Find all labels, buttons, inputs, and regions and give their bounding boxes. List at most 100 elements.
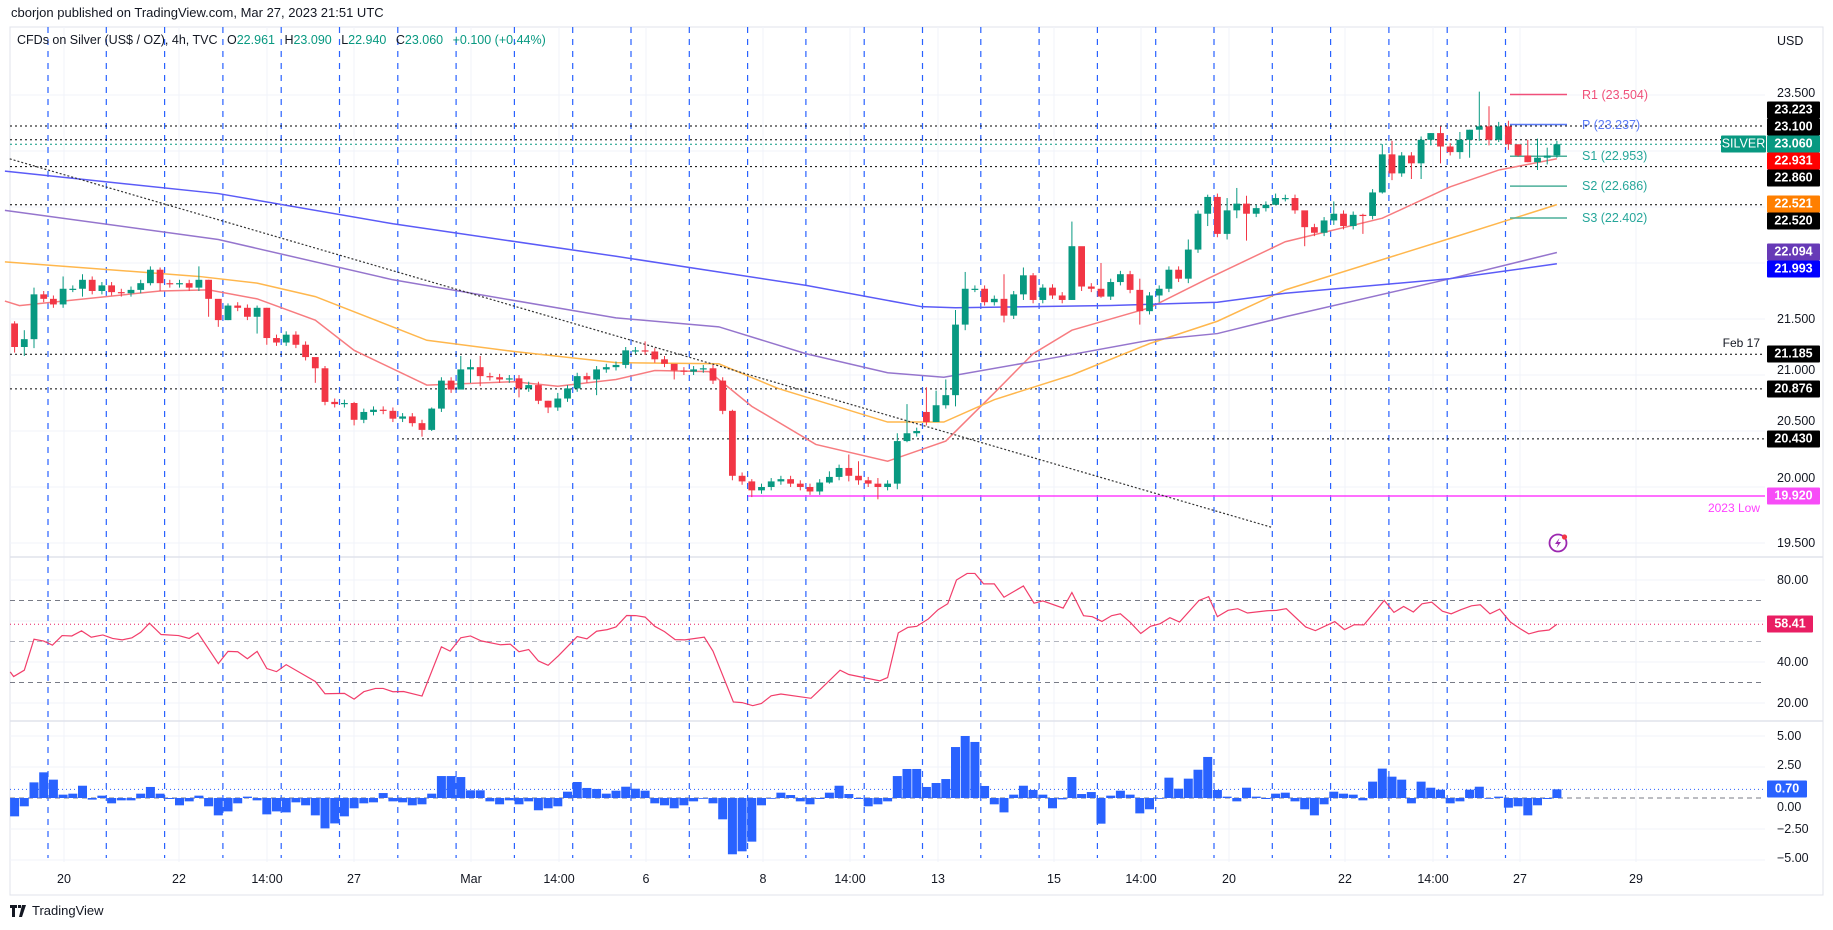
macd-bar xyxy=(1106,795,1116,798)
candle-body xyxy=(1039,287,1047,300)
macd-bar xyxy=(436,776,446,798)
candle-body xyxy=(1369,192,1376,216)
candle xyxy=(874,478,882,500)
candle-body xyxy=(1311,227,1318,233)
candle-body xyxy=(670,363,678,371)
macd-bar xyxy=(766,798,776,799)
candle xyxy=(1087,283,1095,293)
macd-tick: 2.50 xyxy=(1777,758,1802,772)
candle xyxy=(350,401,358,426)
chart-frame xyxy=(9,26,1824,896)
candle-body xyxy=(1524,155,1532,163)
candle xyxy=(1466,129,1473,158)
macd-bar xyxy=(145,786,155,798)
candle-body xyxy=(1136,289,1144,312)
tradingview-logo[interactable]: TradingView xyxy=(10,903,104,918)
macd-bar xyxy=(718,798,728,820)
macd-bar xyxy=(1329,791,1339,798)
candle-body xyxy=(244,307,251,317)
candle xyxy=(389,407,397,423)
candle xyxy=(214,298,222,327)
macd-bar xyxy=(407,798,417,806)
candle xyxy=(1262,201,1270,212)
macd-bar xyxy=(1319,798,1329,805)
macd-bar xyxy=(97,795,107,798)
candle-body xyxy=(884,483,891,487)
macd-bar xyxy=(1290,798,1300,802)
candle xyxy=(738,472,746,485)
time-axis-label: 15 xyxy=(1047,872,1061,886)
candle-body xyxy=(777,479,785,482)
macd-bar xyxy=(48,779,58,798)
candle-body xyxy=(622,350,630,365)
candle xyxy=(1243,195,1250,241)
moving-average-ma100 xyxy=(4,209,1558,378)
candle-body xyxy=(1243,203,1250,214)
candle-body xyxy=(661,359,668,364)
candle xyxy=(1485,106,1493,146)
candle-body xyxy=(1466,129,1473,140)
candle-body xyxy=(476,367,484,377)
candles xyxy=(11,91,1561,500)
candle xyxy=(1398,152,1406,177)
macd-bar xyxy=(475,790,485,798)
macd-bar xyxy=(921,786,931,798)
symbol-title: CFDs on Silver (US$ / OZ), 4h, TVC xyxy=(17,33,218,47)
time-axis-label: 20 xyxy=(57,872,71,886)
candle xyxy=(1039,284,1047,304)
time-axis-label: 29 xyxy=(1629,872,1643,886)
candle xyxy=(253,305,261,334)
candle xyxy=(1301,210,1309,247)
candle-body xyxy=(612,364,620,368)
candle xyxy=(108,282,115,296)
open-label: O xyxy=(227,33,237,47)
macd-bar xyxy=(698,798,708,799)
candle-body xyxy=(816,482,824,492)
price-tick: 20.500 xyxy=(1777,414,1816,428)
candle xyxy=(496,373,503,383)
candle xyxy=(583,372,591,383)
candle-body xyxy=(1020,275,1027,295)
macd-bar xyxy=(1222,796,1232,798)
macd-bar xyxy=(330,798,340,824)
candle-body xyxy=(1155,288,1163,296)
candle xyxy=(185,279,193,291)
macd-bar xyxy=(757,798,766,806)
macd-bar xyxy=(107,798,117,804)
candle-body xyxy=(195,279,203,288)
price-tick: 21.000 xyxy=(1777,363,1816,377)
macd-bar xyxy=(1300,798,1310,810)
macd-bar xyxy=(281,798,291,813)
candle xyxy=(1184,239,1192,284)
macd-bar xyxy=(1523,798,1533,816)
macd-bar xyxy=(301,798,311,806)
candle-body xyxy=(1010,294,1018,316)
macd-bar xyxy=(960,736,970,798)
trend-line xyxy=(9,158,1272,528)
candle-body xyxy=(40,294,48,299)
candle xyxy=(302,341,309,361)
candle-body xyxy=(137,283,145,290)
macd-bar xyxy=(398,798,408,803)
candle xyxy=(379,406,387,415)
macd-bar xyxy=(1067,777,1077,798)
level-badge: 22.860 xyxy=(1767,169,1820,187)
macd-bar xyxy=(1426,787,1436,798)
candle-body xyxy=(952,324,959,396)
candle xyxy=(59,276,67,308)
candle xyxy=(903,404,911,443)
macd-bar xyxy=(543,798,553,809)
candle-body xyxy=(1068,246,1076,300)
macd-bar xyxy=(747,798,757,842)
candle-body xyxy=(971,288,979,290)
candle-body xyxy=(961,288,969,325)
lightning-alert-icon[interactable] xyxy=(1548,533,1568,553)
candle-body xyxy=(147,269,154,284)
time-axis-label: 27 xyxy=(1513,872,1527,886)
macd-bar xyxy=(446,776,456,798)
candle-body xyxy=(826,476,833,483)
candle-body xyxy=(583,376,591,380)
candle-body xyxy=(50,298,57,305)
candle xyxy=(408,413,416,427)
